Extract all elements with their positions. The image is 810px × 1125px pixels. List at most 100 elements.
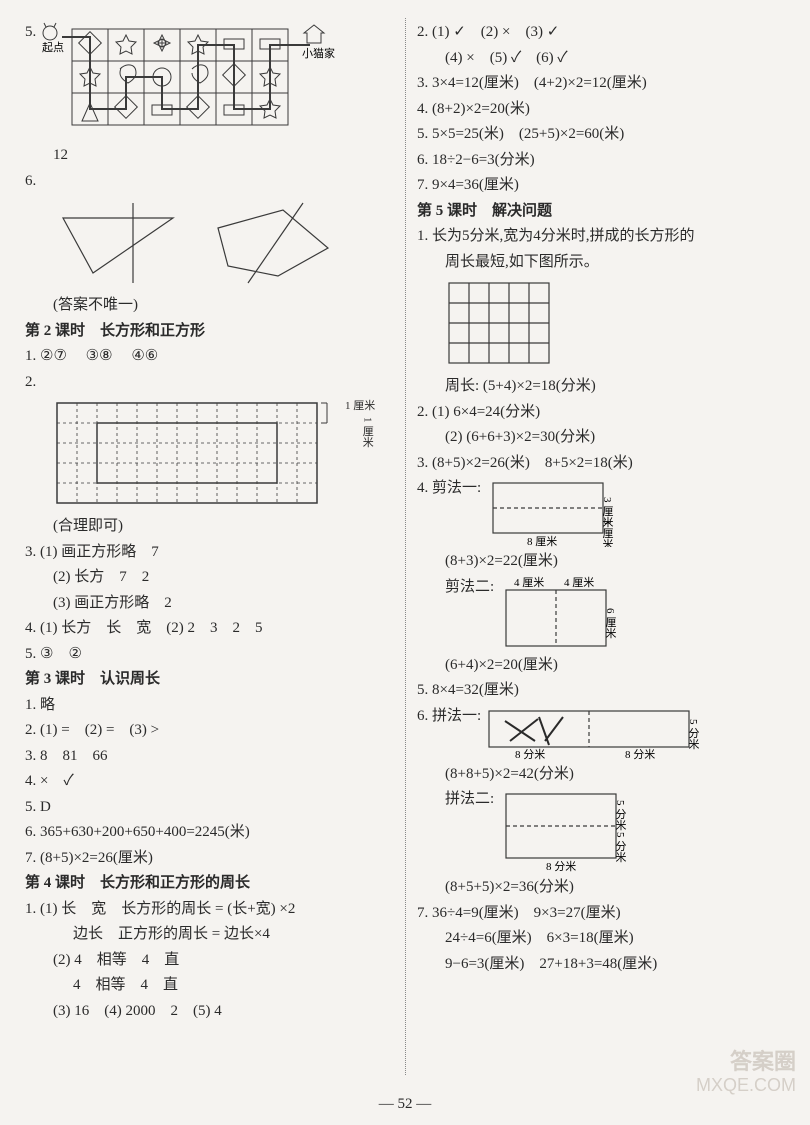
watermark-en: MXQE.COM (696, 1075, 796, 1097)
watermark: 答案圈 MXQE.COM (696, 1049, 796, 1097)
svg-text:小猫家: 小猫家 (302, 46, 335, 60)
l5q4c2: (6+4)×2=20(厘米) (417, 654, 785, 677)
l4q1c: (2) 4 相等 4 直 (25, 949, 393, 972)
l5q7b: 24÷4=6(厘米) 6×3=18(厘米) (417, 927, 785, 950)
l4q1a: 1. (1) 长 宽 长方形的周长 = (长+宽) ×2 (25, 898, 393, 921)
svg-text:5 分米: 5 分米 (614, 832, 627, 863)
l3q2: 2. (1) = (2) = (3) > (25, 719, 393, 742)
svg-text:4 厘米: 4 厘米 (514, 576, 544, 589)
svg-text:6 厘米: 6 厘米 (604, 608, 617, 639)
l5q4-row1: 4. 剪法一: 8 厘米 3 厘米 3 厘米 (417, 477, 785, 547)
l5q2b: (2) (6+6+3)×2=30(分米) (417, 426, 785, 449)
join2-rect: 8 分米 5 分米 5 分米 (500, 788, 670, 873)
rq3: 3. 3×4=12(厘米) (4+2)×2=12(厘米) (417, 72, 785, 95)
l2q1-c: ④⑥ (131, 348, 158, 364)
l5q5: 5. 8×4=32(厘米) (417, 679, 785, 702)
svg-text:起点: 起点 (42, 41, 64, 54)
l4q1e: (3) 16 (4) 2000 2 (5) 4 (25, 1000, 393, 1023)
l5q2a: 2. (1) 6×4=24(分米) (417, 401, 785, 424)
lesson2-title: 第 2 课时 长方形和正方形 (25, 320, 393, 343)
l5q6c2: (8+5+5)×2=36(分米) (417, 876, 785, 899)
l5q1c: 周长: (5+4)×2=18(分米) (417, 375, 785, 398)
l5q6m1: 拼法一: (432, 705, 481, 728)
rq4: 4. (8+2)×2=20(米) (417, 98, 785, 121)
l2q3l1: (1) 画正方形略 7 (40, 544, 159, 560)
l2q1-b: ③⑧ (86, 348, 113, 364)
l4q1b: 边长 正方形的周长 = 边长×4 (25, 923, 393, 946)
lbl-top: 1 厘米 (345, 397, 375, 413)
l5q6-row1: 6. 拼法一: 8 分米 8 分米 5 分米 (417, 705, 785, 760)
l5q1b: 周长最短,如下图所示。 (417, 251, 785, 274)
svg-text:5 分米: 5 分米 (614, 800, 627, 831)
l5q6-row2: 拼法二: 8 分米 5 分米 5 分米 (417, 788, 785, 873)
l3q7: 7. (8+5)×2=26(厘米) (25, 847, 393, 870)
l3q5: 5. D (25, 796, 393, 819)
l2q2-note: (合理即可) (25, 515, 393, 538)
l2q4num: 4. (25, 620, 36, 636)
right-column: 2. (1) ✓ (2) × (3) ✓ (4) × (5) ✓ (6) ✓ 3… (405, 18, 785, 1085)
lesson5-title: 第 5 课时 解决问题 (417, 200, 785, 223)
q6-note: (答案不唯一) (25, 294, 393, 317)
l5q4num: 4. (417, 477, 428, 500)
q6-num: 6. (25, 170, 393, 193)
svg-text:8 分米: 8 分米 (515, 748, 545, 760)
l5q6c1: (8+8+5)×2=42(分米) (417, 763, 785, 786)
svg-text:3 厘米: 3 厘米 (601, 519, 614, 547)
grid-5x4 (445, 279, 555, 369)
l3q4: 4. × ✓ (25, 770, 393, 793)
l3q1: 1. 略 (25, 694, 393, 717)
svg-text:5 分米: 5 分米 (687, 719, 700, 750)
l2q1-num: 1. (25, 348, 36, 364)
dashed-rect-grid (53, 399, 343, 509)
cut1-rect: 8 厘米 3 厘米 3 厘米 (487, 477, 637, 547)
join1-rect: 8 分米 8 分米 5 分米 (485, 705, 715, 760)
l5q7c: 9−6=3(厘米) 27+18+3=48(厘米) (417, 953, 785, 976)
l5q6num: 6. (417, 705, 428, 728)
l2q3-1: 3. (1) 画正方形略 7 (25, 541, 393, 564)
lbl-side: 1 厘米 (345, 417, 375, 447)
l2q4: 4. (1) 长方 长 宽 (2) 2 3 2 5 (25, 617, 393, 640)
svg-text:4 厘米: 4 厘米 (564, 576, 594, 589)
page-number: — 52 — (0, 1096, 810, 1113)
l3q6: 6. 365+630+200+650+400=2245(米) (25, 821, 393, 844)
l2q3-3: (3) 画正方形略 2 (25, 592, 393, 615)
l2q5: 5. ③ ② (25, 643, 393, 666)
l5q6m2: 拼法二: (445, 788, 494, 811)
shape-path-grid: 起点 小猫家 (38, 21, 338, 141)
l5q4c1: (8+3)×2=22(厘米) (417, 550, 785, 573)
l3q3: 3. 8 81 66 (25, 745, 393, 768)
rq2a-t: (1) ✓ (2) × (3) ✓ (432, 24, 559, 40)
rq2b: (4) × (5) ✓ (6) ✓ (417, 47, 785, 70)
l2q1-a: ②⑦ (40, 348, 67, 364)
lesson4-title: 第 4 课时 长方形和正方形的周长 (25, 872, 393, 895)
rq7: 7. 9×4=36(厘米) (417, 174, 785, 197)
q5-row: 5. 起点 小猫家 (25, 21, 393, 141)
l5q4-row2: 剪法二: 4 厘米 4 厘米 6 厘米 (417, 576, 785, 651)
l2q3-2: (2) 长方 7 2 (25, 566, 393, 589)
l2q3num: 3. (25, 544, 36, 560)
svg-text:8 分米: 8 分米 (546, 860, 576, 873)
lbl-8cm: 8 厘米 (527, 535, 557, 547)
l5q4m1: 剪法一: (432, 477, 481, 500)
l5q3: 3. (8+5)×2=26(米) 8+5×2=18(米) (417, 452, 785, 475)
cut2-rect: 4 厘米 4 厘米 6 厘米 (500, 576, 650, 651)
l4q1d: 4 相等 4 直 (25, 974, 393, 997)
rq6: 6. 18÷2−6=3(分米) (417, 149, 785, 172)
l2-q2-num: 2. (25, 371, 393, 394)
q6-shapes (53, 198, 353, 288)
svg-text:8 分米: 8 分米 (625, 748, 655, 760)
l2q4l1: (1) 长方 长 宽 (2) 2 3 2 5 (40, 620, 262, 636)
rq2num: 2. (417, 24, 428, 40)
watermark-cn: 答案圈 (696, 1049, 796, 1075)
l5q7a: 7. 36÷4=9(厘米) 9×3=27(厘米) (417, 902, 785, 925)
rq5: 5. 5×5=25(米) (25+5)×2=60(米) (417, 123, 785, 146)
l5q1a: 1. 长为5分米,宽为4分米时,拼成的长方形的 (417, 225, 785, 248)
q5-num: 5. (25, 21, 36, 44)
l5q4m2: 剪法二: (445, 576, 494, 599)
l2-q1: 1. ②⑦ ③⑧ ④⑥ (25, 345, 393, 368)
l2q5num: 5. (25, 646, 36, 662)
lesson3-title: 第 3 课时 认识周长 (25, 668, 393, 691)
q5-answer: 12 (25, 144, 393, 167)
rq2a: 2. (1) ✓ (2) × (3) ✓ (417, 21, 785, 44)
l2q5a: ③ ② (40, 646, 82, 662)
